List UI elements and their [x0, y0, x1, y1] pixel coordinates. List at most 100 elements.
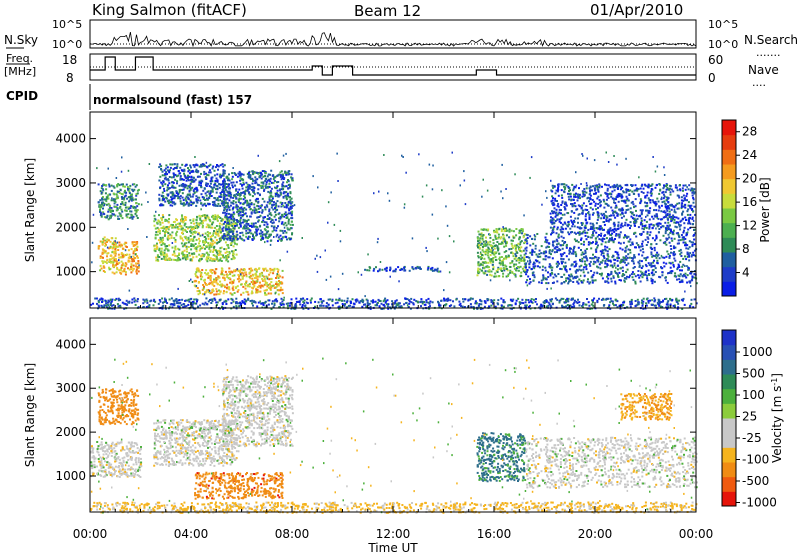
range-cell	[259, 184, 262, 187]
range-cell	[219, 284, 222, 286]
range-cell	[580, 238, 582, 241]
range-cell	[166, 258, 169, 261]
range-cell	[625, 277, 628, 280]
range-cell	[631, 211, 634, 214]
range-cell	[159, 252, 162, 255]
range-cell	[568, 233, 571, 236]
range-cell	[646, 274, 649, 277]
range-cell	[269, 220, 272, 223]
range-cell	[590, 225, 593, 228]
range-cell	[102, 256, 104, 259]
range-cell	[214, 182, 217, 185]
range-cell	[560, 255, 563, 257]
range-cell	[670, 230, 672, 233]
nsky-tick-bottom: 10^0	[52, 38, 82, 51]
range-cell	[676, 189, 679, 192]
range-cell	[626, 223, 629, 226]
range-cell	[633, 266, 636, 268]
range-cell	[202, 164, 205, 167]
range-cell	[156, 226, 159, 229]
range-cell	[237, 226, 240, 229]
range-cell	[666, 212, 669, 215]
range-cell	[572, 199, 575, 201]
range-cell	[615, 233, 618, 235]
range-cell	[595, 231, 598, 234]
range-cell	[110, 189, 113, 192]
range-cell	[222, 204, 225, 207]
range-cell	[232, 207, 234, 210]
range-cell	[221, 227, 224, 230]
range-cell	[108, 247, 110, 250]
range-cell	[284, 170, 287, 173]
range-cell	[688, 254, 691, 257]
range-cell	[232, 253, 235, 256]
range-cell	[598, 186, 601, 189]
range-cell	[494, 272, 497, 275]
range-cell	[122, 264, 125, 267]
range-cell	[119, 188, 122, 191]
range-cell	[169, 258, 172, 261]
range-cell	[513, 267, 516, 270]
range-cell	[211, 242, 214, 245]
range-cell	[269, 212, 272, 215]
range-cell	[189, 182, 192, 185]
range-cell	[523, 258, 526, 261]
range-cell	[223, 201, 225, 204]
range-cell	[262, 219, 265, 222]
range-cell	[222, 165, 225, 168]
range-cell	[649, 199, 652, 201]
range-cell	[124, 204, 127, 206]
range-cell	[174, 226, 177, 229]
range-cell	[272, 226, 275, 229]
range-cell	[659, 222, 662, 225]
range-cell	[158, 193, 161, 196]
range-cell	[226, 283, 229, 286]
range-cell	[202, 284, 205, 286]
range-cell	[189, 199, 192, 202]
range-cell	[594, 261, 597, 264]
range-cell	[252, 222, 255, 225]
range-cell	[276, 200, 279, 203]
range-cell	[241, 231, 244, 234]
range-cell	[197, 225, 200, 228]
range-cell	[669, 204, 672, 207]
range-cell	[526, 269, 529, 271]
range-cell	[193, 230, 196, 233]
range-cell	[155, 231, 158, 234]
range-cell	[485, 265, 488, 268]
range-cell	[693, 249, 696, 252]
range-cell	[209, 244, 212, 247]
range-cell	[114, 241, 117, 244]
range-cell	[627, 224, 630, 226]
range-cell	[103, 236, 106, 239]
range-cell	[518, 247, 521, 250]
range-cell	[572, 249, 575, 251]
range-cell	[273, 179, 276, 182]
range-cell	[509, 266, 512, 268]
range-cell	[99, 208, 101, 211]
range-cell	[640, 199, 643, 202]
range-cell	[510, 239, 513, 242]
range-cell	[242, 191, 245, 194]
range-cell	[209, 276, 212, 279]
range-cell	[111, 257, 114, 260]
range-cell	[195, 186, 198, 189]
range-cell	[191, 259, 194, 262]
range-cell	[254, 222, 257, 225]
range-cell	[186, 231, 188, 233]
range-cell	[289, 192, 292, 195]
range-cell	[559, 228, 562, 231]
range-cell	[545, 282, 548, 285]
range-cell	[281, 183, 284, 186]
range-cell	[220, 231, 222, 234]
range-cell	[259, 206, 262, 209]
range-cell	[207, 174, 210, 177]
range-cell	[695, 282, 698, 285]
range-cell	[266, 288, 268, 291]
range-cell	[182, 183, 185, 186]
range-cell	[243, 227, 246, 230]
range-cell	[661, 201, 664, 204]
range-cell	[256, 204, 259, 207]
range-cell	[129, 195, 132, 198]
range-cell	[646, 194, 649, 197]
